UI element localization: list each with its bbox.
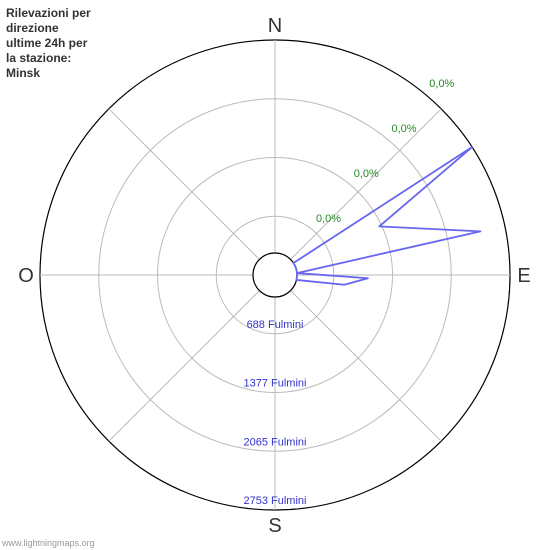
count-label: 2753 Fulmini bbox=[244, 495, 307, 507]
grid-spoke bbox=[275, 275, 441, 441]
cardinal-label: O bbox=[18, 265, 34, 287]
percent-label: 0,0% bbox=[392, 123, 417, 135]
count-label: 1377 Fulmini bbox=[244, 378, 307, 390]
grid-spoke bbox=[109, 275, 275, 441]
cardinal-label: N bbox=[268, 15, 282, 37]
count-label: 688 Fulmini bbox=[247, 319, 304, 331]
center-circle bbox=[253, 253, 297, 297]
percent-label: 0,0% bbox=[316, 213, 341, 225]
cardinal-label: E bbox=[517, 265, 530, 287]
polar-chart: N E S O 0,0% 0,0% 0,0% 0,0% 688 Fulmini 1377 Fulm… bbox=[0, 0, 550, 550]
footer-credit: www.lightningmaps.org bbox=[2, 538, 95, 548]
chart-title: Rilevazioni per direzione ultime 24h per… bbox=[6, 6, 91, 81]
grid-spoke bbox=[109, 109, 275, 275]
count-label: 2065 Fulmini bbox=[244, 436, 307, 448]
cardinal-label: S bbox=[268, 515, 281, 537]
percent-label: 0,0% bbox=[429, 78, 454, 90]
percent-label: 0,0% bbox=[354, 168, 379, 180]
